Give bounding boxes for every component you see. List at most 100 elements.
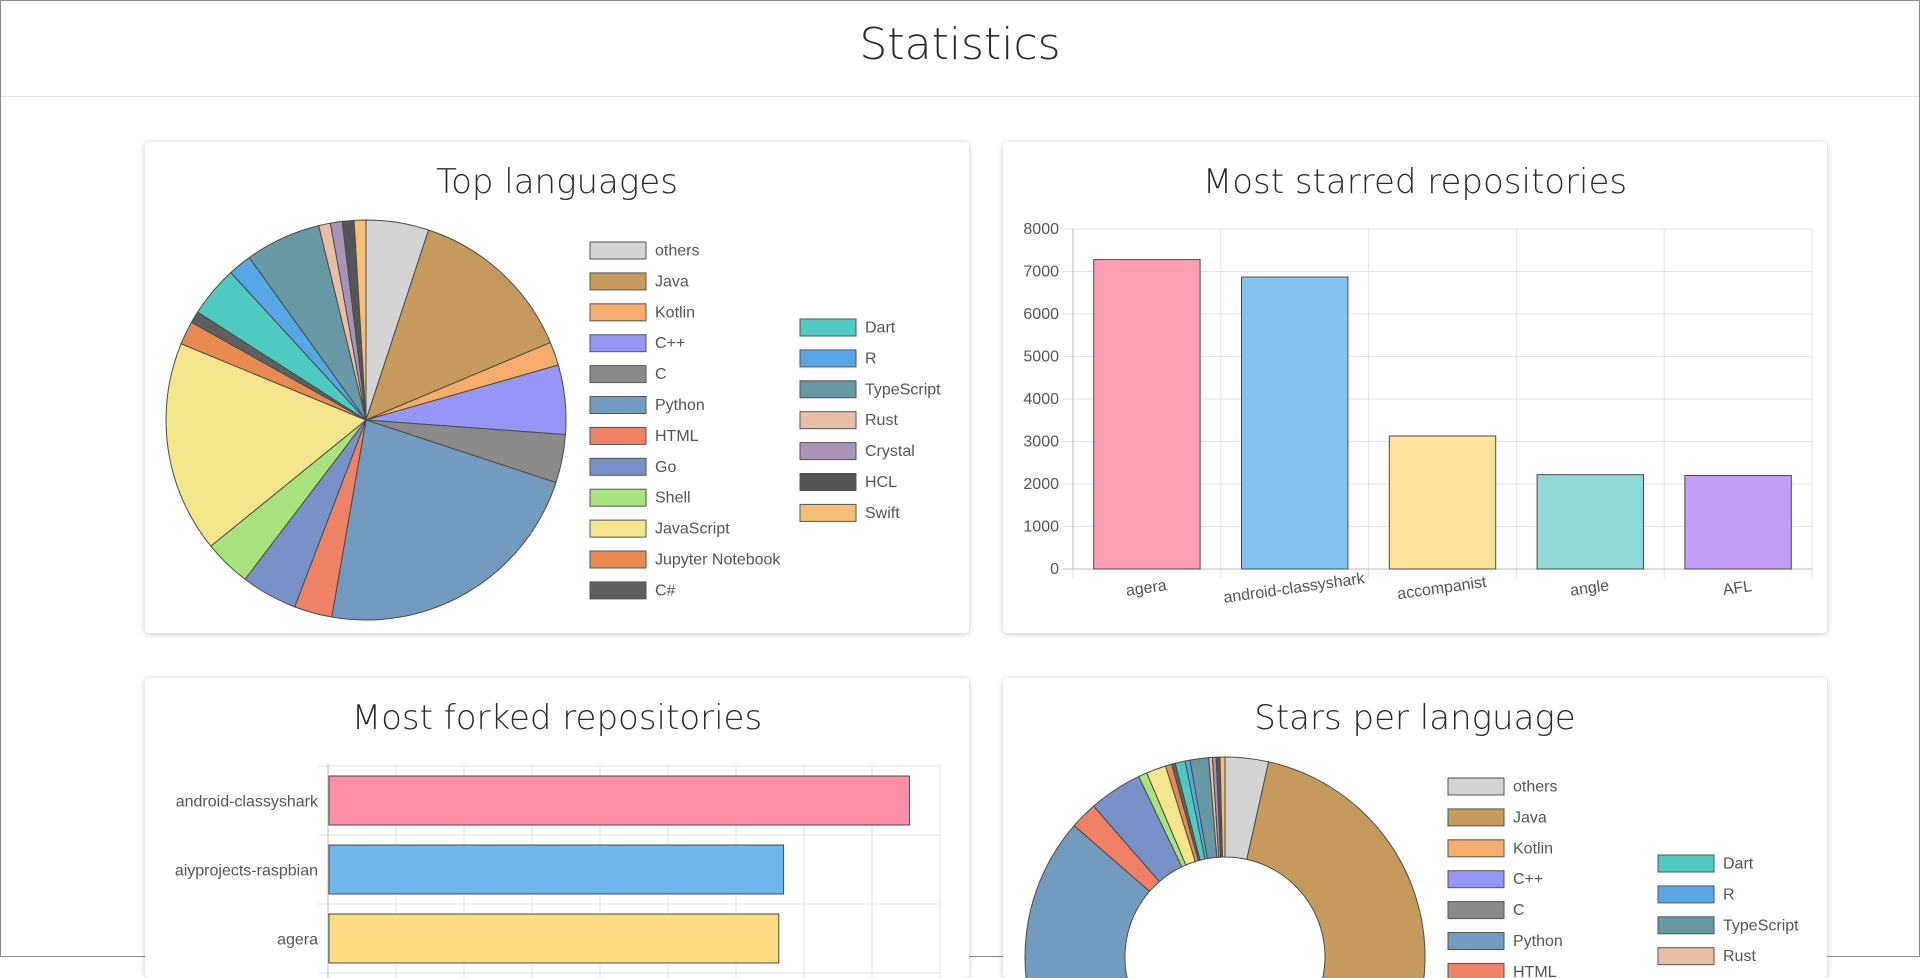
- bar-accompanist[interactable]: [1388, 435, 1497, 570]
- legend-item-c[interactable]: C: [1447, 901, 1525, 920]
- legend-item-dart[interactable]: Dart: [1657, 854, 1754, 873]
- legend-item-r[interactable]: R: [1657, 885, 1735, 904]
- card-most-forked: Most forked repositories android-classys…: [145, 678, 969, 978]
- legend-item-hcl[interactable]: HCL: [799, 473, 897, 492]
- legend-label: R: [865, 350, 877, 367]
- bar-angle[interactable]: [1536, 474, 1645, 570]
- x-tick-label: android-classyshark: [1222, 570, 1366, 607]
- chart-title: Most forked repositories: [351, 698, 763, 738]
- pie-slices: [165, 219, 567, 621]
- pie-slice-python[interactable]: [331, 419, 557, 621]
- legend-label: others: [655, 243, 699, 260]
- legend-swatch: [589, 550, 647, 569]
- legend-label: C++: [655, 335, 685, 352]
- card-top-languages: Top languages others Java Kotlin C++ C Python…: [145, 142, 969, 633]
- y-tick-label: 1000: [1023, 519, 1059, 536]
- legend-swatch: [799, 349, 857, 368]
- legend-item-others[interactable]: others: [589, 241, 699, 260]
- legend-swatch: [589, 519, 647, 538]
- pie-slice-python[interactable]: [1024, 824, 1245, 978]
- legend-item-crystal[interactable]: Crystal: [799, 442, 915, 461]
- legend-item-python[interactable]: Python: [589, 396, 705, 415]
- legend-item-go[interactable]: Go: [589, 457, 676, 476]
- y-tick-label: 7000: [1023, 264, 1059, 281]
- legend-item-javascript[interactable]: JavaScript: [589, 519, 730, 538]
- legend-swatch: [1447, 870, 1505, 889]
- pie-slice-java[interactable]: [1241, 761, 1426, 978]
- legend-label: others: [1513, 779, 1557, 796]
- legend-label: Dart: [865, 320, 896, 337]
- legend-item-typescript[interactable]: TypeScript: [799, 380, 941, 399]
- legend-item-html[interactable]: HTML: [589, 426, 699, 445]
- legend-item-c[interactable]: C#: [589, 581, 676, 600]
- legend-item-c[interactable]: C++: [1447, 870, 1543, 889]
- legend-label: Dart: [1723, 856, 1754, 873]
- legend-swatch: [589, 303, 647, 322]
- pie-slice-java[interactable]: [365, 229, 552, 421]
- bar-android-classyshark[interactable]: [1240, 276, 1349, 570]
- legend-swatch: [1447, 901, 1505, 920]
- legend-item-typescript[interactable]: TypeScript: [1657, 916, 1799, 935]
- bar-afl[interactable]: [1684, 475, 1792, 570]
- legend-item-dart[interactable]: Dart: [799, 318, 896, 337]
- legend-swatch: [589, 581, 647, 600]
- legend-label: Crystal: [865, 443, 915, 460]
- legend-label: JavaScript: [655, 521, 730, 538]
- legend-item-html[interactable]: HTML: [1447, 962, 1557, 978]
- legend-label: Jupyter Notebook: [655, 552, 781, 569]
- legend-item-kotlin[interactable]: Kotlin: [589, 303, 695, 322]
- legend-label: TypeScript: [1723, 917, 1799, 934]
- legend-label: Java: [1513, 809, 1547, 826]
- legend-item-java[interactable]: Java: [589, 272, 689, 291]
- y-tick-label: 6000: [1023, 306, 1059, 323]
- y-tick-label: 3000: [1023, 434, 1059, 451]
- stars-per-language-chart: othersJavaKotlinC++CPythonHTMLGoShellJav…: [1024, 756, 1799, 978]
- legend-label: Swift: [865, 505, 900, 522]
- legend-item-rust[interactable]: Rust: [1657, 947, 1756, 966]
- y-tick-label: agera: [277, 932, 318, 949]
- legend-swatch: [1447, 808, 1505, 827]
- pie-slice-swift[interactable]: [353, 219, 367, 421]
- legend-label: Rust: [865, 412, 898, 429]
- y-tick-label: 8000: [1023, 221, 1059, 238]
- y-tick-label: 0: [1050, 561, 1059, 578]
- legend-swatch: [589, 241, 647, 260]
- legend-swatch: [589, 334, 647, 353]
- bar-aiyprojects-raspbian[interactable]: [328, 844, 785, 895]
- bar-android-classyshark[interactable]: [328, 775, 910, 826]
- legend-swatch: [799, 442, 857, 461]
- legend-item-others[interactable]: others: [1447, 777, 1557, 796]
- legend-item-python[interactable]: Python: [1447, 932, 1563, 951]
- legend-item-swift[interactable]: Swift: [799, 503, 900, 522]
- y-tick-label: 5000: [1023, 349, 1059, 366]
- legend-label: HTML: [1513, 964, 1557, 978]
- legend-item-c[interactable]: C++: [589, 334, 685, 353]
- pie-slice-swift[interactable]: [1219, 756, 1226, 858]
- chart-legend: othersJavaKotlinC++CPythonHTMLGoShellJav…: [1447, 777, 1799, 978]
- legend-swatch: [589, 457, 647, 476]
- legend-label: Kotlin: [1513, 840, 1553, 857]
- legend-item-rust[interactable]: Rust: [799, 411, 898, 430]
- legend-label: Kotlin: [655, 304, 695, 321]
- bar-agera[interactable]: [1093, 259, 1201, 570]
- legend-swatch: [799, 318, 857, 337]
- legend-item-kotlin[interactable]: Kotlin: [1447, 839, 1553, 858]
- legend-item-jupyter-notebook[interactable]: Jupyter Notebook: [589, 550, 781, 569]
- legend-swatch: [799, 380, 857, 399]
- most-forked-chart: android-classyshark aiyprojects-raspbian a…: [175, 764, 941, 978]
- legend-item-c[interactable]: C: [589, 365, 667, 384]
- legend-item-r[interactable]: R: [799, 349, 877, 368]
- x-tick-label: accompanist: [1396, 574, 1488, 603]
- y-tick-label: aiyprojects-raspbian: [175, 863, 318, 880]
- pie-slice-javascript[interactable]: [165, 343, 367, 547]
- legend-item-shell[interactable]: Shell: [589, 488, 691, 507]
- legend-swatch: [1447, 932, 1505, 950]
- legend-item-java[interactable]: Java: [1447, 808, 1547, 827]
- legend-label: C++: [1513, 871, 1543, 888]
- bar-agera[interactable]: [328, 913, 780, 964]
- legend-swatch: [589, 272, 647, 291]
- legend-swatch: [589, 426, 647, 445]
- page-header: Statistics: [1, 1, 1919, 97]
- legend-swatch: [1447, 962, 1505, 978]
- x-tick-label: agera: [1125, 577, 1168, 600]
